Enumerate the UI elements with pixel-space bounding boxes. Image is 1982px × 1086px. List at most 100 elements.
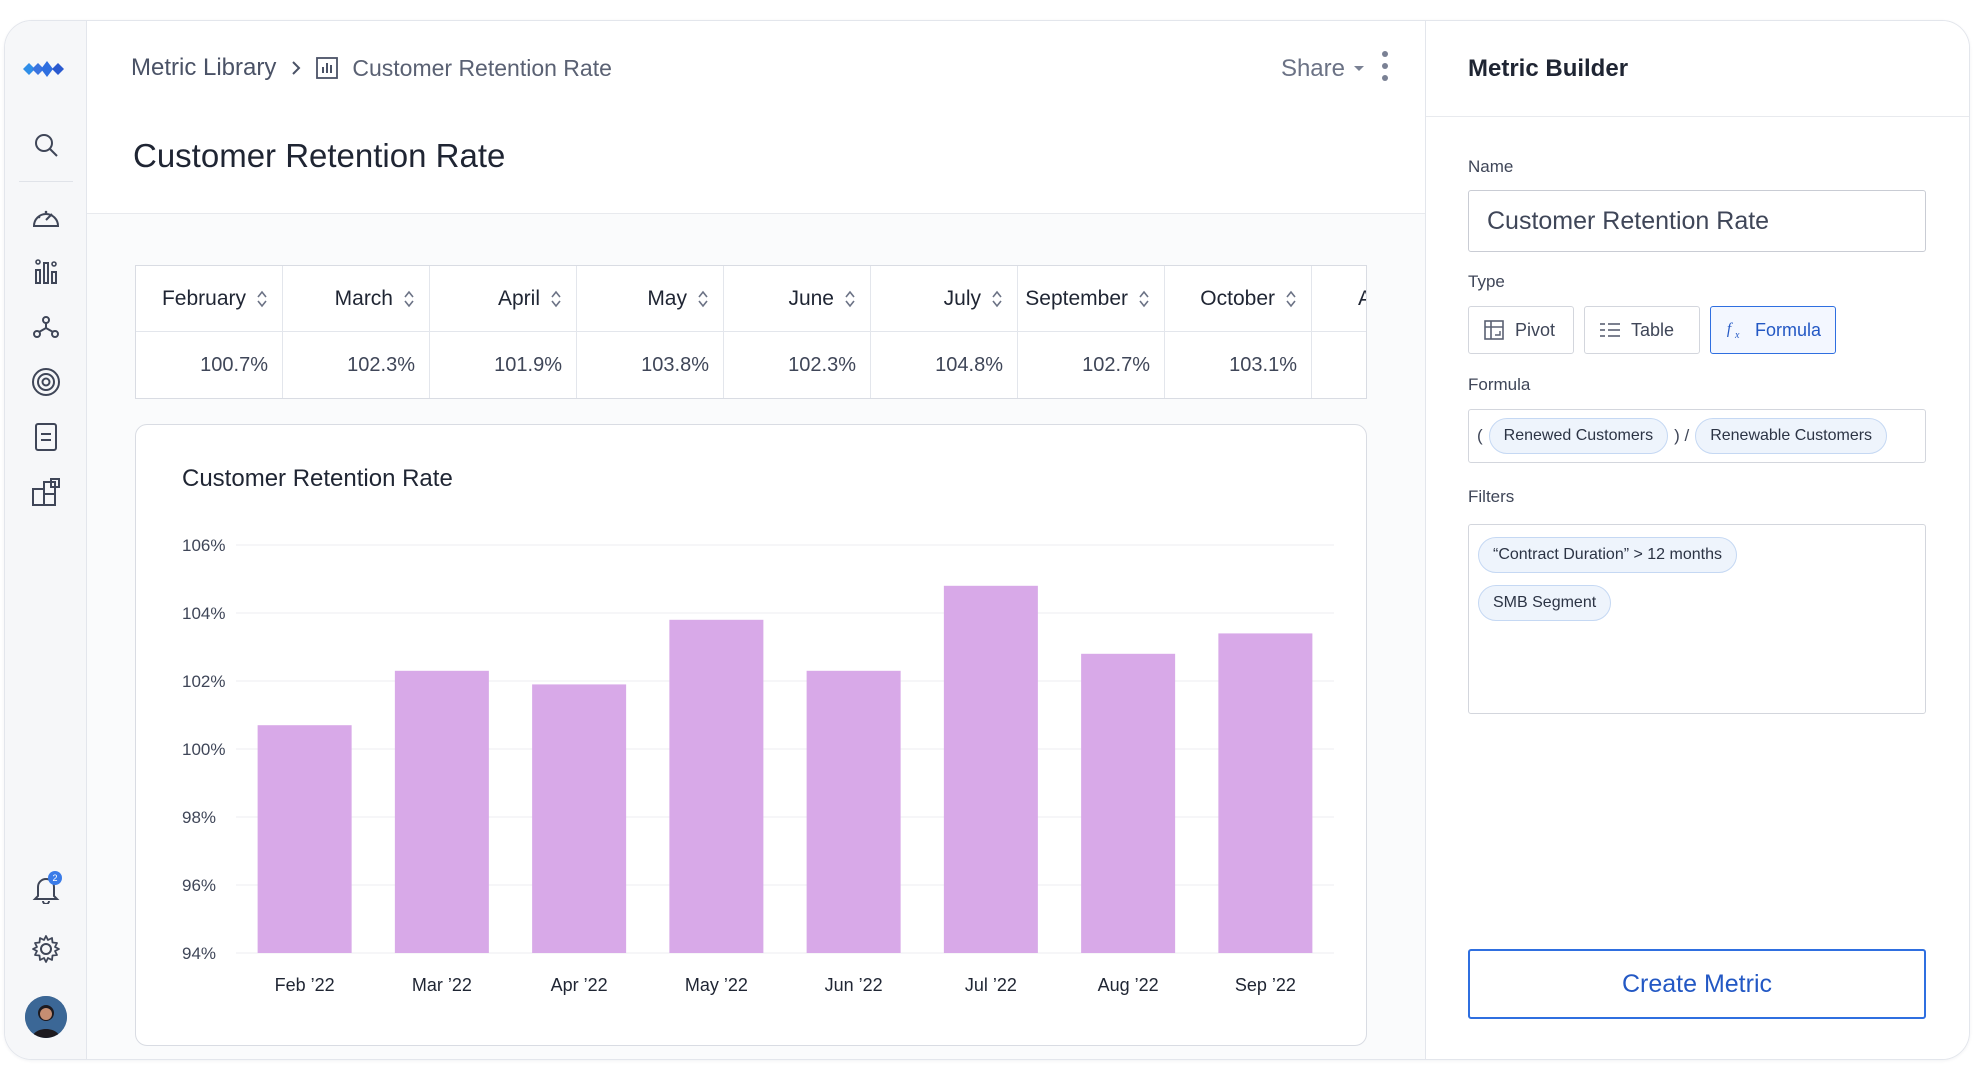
sort-icon[interactable] (697, 289, 709, 309)
svg-text:x: x (1734, 330, 1740, 341)
chart-title: Customer Retention Rate (182, 465, 453, 492)
table-header-label: February (161, 286, 246, 310)
table-value-cell: 103.8% (641, 353, 709, 376)
x-tick-label: Jul ’22 (965, 975, 1017, 995)
type-label: Type (1468, 272, 1505, 291)
metric-builder-panel: Metric Builder Name Type Pivot Table fx … (1425, 21, 1969, 1059)
more-options-icon[interactable] (1381, 51, 1389, 85)
settings-gear-icon[interactable] (28, 931, 64, 967)
table-value-cell: 104.8% (935, 353, 1003, 376)
create-metric-button[interactable]: Create Metric (1468, 949, 1926, 1019)
hierarchy-icon[interactable] (28, 309, 64, 345)
x-tick-label: Apr ’22 (551, 975, 608, 995)
table-header-label: June (788, 286, 834, 310)
bar[interactable] (394, 670, 489, 953)
breadcrumb-metric-library[interactable]: Metric Library (131, 54, 277, 81)
pivot-icon (1484, 320, 1504, 340)
table-header-label: May (647, 286, 687, 310)
y-tick-label: 104% (182, 604, 225, 623)
type-pivot-button[interactable]: Pivot (1468, 306, 1574, 354)
app-logo[interactable] (23, 57, 69, 81)
table-header-cell[interactable]: July (871, 266, 1017, 332)
bar[interactable] (806, 670, 901, 953)
user-avatar[interactable] (25, 996, 67, 1038)
table-column: September 102.7% (1018, 266, 1165, 398)
table-header-cell[interactable]: April (430, 266, 576, 332)
type-formula-label: Formula (1754, 319, 1821, 340)
table-column: July 104.8% (871, 266, 1018, 398)
sort-icon[interactable] (1285, 289, 1297, 309)
bar[interactable] (943, 585, 1038, 953)
y-tick-label: 94% (182, 944, 216, 963)
table-header-label: July (943, 286, 981, 310)
name-label: Name (1468, 157, 1514, 176)
share-label: Share (1280, 55, 1345, 82)
notifications-bell-icon[interactable]: 2 (28, 871, 64, 907)
formula-operator: ) / (1674, 426, 1690, 445)
data-table: February 100.7% March 102.3% April 101.9% May 1… (135, 265, 1367, 399)
bar[interactable] (669, 619, 764, 953)
type-table-button[interactable]: Table (1584, 306, 1700, 354)
sort-icon[interactable] (844, 289, 856, 309)
y-tick-label: 100% (182, 740, 225, 759)
table-header-label: March (334, 286, 393, 310)
metric-name-input[interactable] (1468, 190, 1926, 252)
sort-icon[interactable] (1138, 289, 1150, 309)
formula-term-renewed-customers[interactable]: Renewed Customers (1488, 418, 1669, 454)
table-value-cell: 100.7% (200, 353, 268, 376)
share-button[interactable]: Share (1281, 55, 1365, 83)
table-header-cell[interactable]: September (1018, 266, 1164, 332)
filters-label: Filters (1468, 487, 1515, 506)
table-header-cell[interactable]: June (724, 266, 870, 332)
search-icon[interactable] (28, 127, 64, 163)
dashboard-gauge-icon[interactable] (28, 199, 64, 235)
app-window: 2 Metric Library Customer Retention Rate… (4, 20, 1970, 1060)
table-header-label: September (1025, 286, 1128, 310)
table-value-cell: 102.3% (788, 353, 856, 376)
bar-chart-icon (316, 57, 339, 79)
apps-grid-icon[interactable] (28, 474, 64, 510)
table-column: February 100.7% (136, 266, 283, 398)
y-tick-label: 96% (182, 876, 216, 895)
filters-field[interactable]: “Contract Duration” > 12 months SMB Segm… (1468, 524, 1926, 714)
table-header-cell[interactable]: February (136, 266, 282, 332)
formula-term-renewable-customers[interactable]: Renewable Customers (1695, 418, 1888, 454)
document-icon[interactable] (28, 419, 64, 455)
type-pivot-label: Pivot (1515, 319, 1556, 340)
bar[interactable] (257, 725, 352, 953)
x-tick-label: Sep ’22 (1235, 975, 1296, 995)
table-column: April 101.9% (430, 266, 577, 398)
table-column: A (1312, 266, 1366, 398)
table-header-cell[interactable]: October (1165, 266, 1311, 332)
sidebar: 2 (5, 21, 87, 1059)
bar[interactable] (532, 684, 627, 953)
filter-chip-contract-duration[interactable]: “Contract Duration” > 12 months (1478, 537, 1737, 573)
sidebar-divider (19, 181, 73, 182)
bar[interactable] (1081, 653, 1176, 953)
sort-icon[interactable] (256, 289, 268, 309)
table-rows-icon (1600, 323, 1620, 337)
sort-icon[interactable] (991, 289, 1003, 309)
sort-icon[interactable] (550, 289, 562, 309)
x-tick-label: May ’22 (685, 975, 748, 995)
caret-down-icon (1354, 66, 1364, 71)
notification-count-badge: 2 (48, 871, 62, 885)
chevron-right-icon (292, 61, 301, 75)
formula-field[interactable]: ( Renewed Customers ) / Renewable Custom… (1468, 409, 1926, 463)
table-header-cell[interactable]: March (283, 266, 429, 332)
metrics-chart-icon[interactable] (28, 254, 64, 290)
bar[interactable] (1218, 633, 1313, 953)
main-content: Metric Library Customer Retention Rate S… (87, 21, 1425, 1059)
y-tick-label: 106% (182, 536, 225, 555)
filter-chip-smb-segment[interactable]: SMB Segment (1478, 585, 1612, 621)
table-header-cell[interactable]: A (1312, 266, 1366, 332)
target-icon[interactable] (28, 364, 64, 400)
sort-icon[interactable] (403, 289, 415, 309)
table-value-cell (1312, 332, 1366, 398)
y-tick-label: 102% (182, 672, 225, 691)
x-tick-label: Aug ’22 (1098, 975, 1159, 995)
page-title: Customer Retention Rate (133, 137, 506, 174)
table-header-cell[interactable]: May (577, 266, 723, 332)
